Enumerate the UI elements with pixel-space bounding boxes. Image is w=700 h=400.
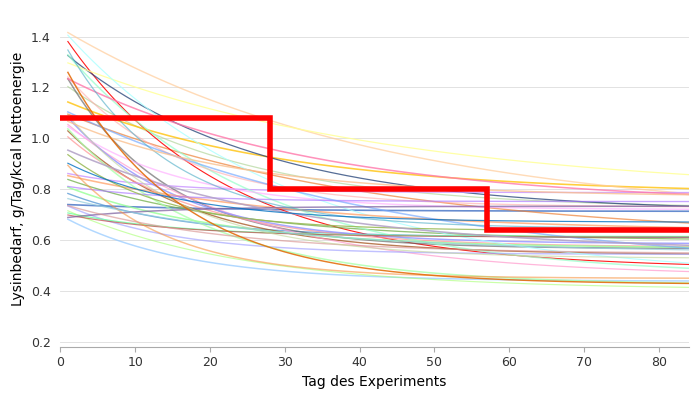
Y-axis label: Lysinbedarf, g/Tag/kcal Nettoenergie: Lysinbedarf, g/Tag/kcal Nettoenergie (11, 52, 25, 306)
X-axis label: Tag des Experiments: Tag des Experiments (302, 375, 447, 389)
